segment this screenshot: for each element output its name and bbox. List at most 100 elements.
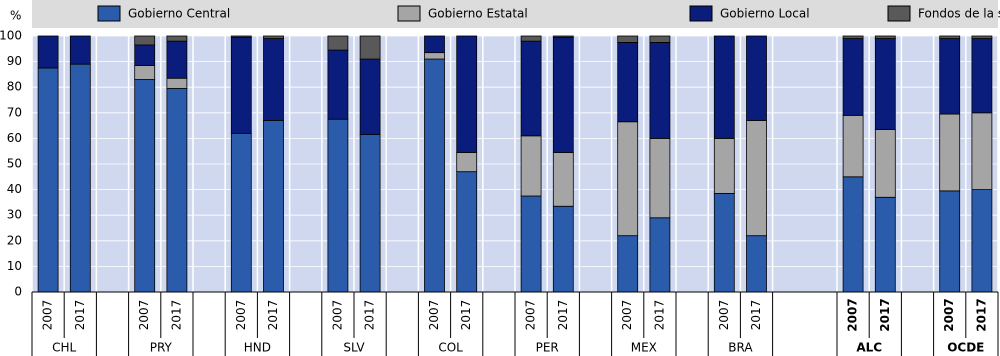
bar-segment <box>134 44 156 66</box>
group-label: PER <box>536 341 559 355</box>
x-tick-label: 2017 <box>974 298 988 331</box>
bar-segment <box>617 235 639 293</box>
bar-segment <box>939 38 961 115</box>
x-tick-label: 2017 <box>556 300 570 331</box>
bar-segment <box>713 35 735 139</box>
bar-segment <box>842 176 864 293</box>
legend-label: Fondos de la seguridad social <box>918 7 1000 21</box>
y-tick-label: 80 <box>7 80 22 94</box>
bar-segment <box>456 171 478 293</box>
bar-segment <box>327 118 349 293</box>
bar-segment <box>37 67 59 293</box>
bar-segment <box>971 38 993 114</box>
bar-segment <box>746 35 767 121</box>
bar-segment <box>166 35 188 42</box>
y-tick-label: 30 <box>7 208 22 222</box>
bar-segment <box>69 63 91 293</box>
x-tick-label: 2017 <box>363 300 377 331</box>
legend-label: Gobierno Local <box>720 7 810 21</box>
y-tick-label: 70 <box>7 105 22 119</box>
legend-swatch <box>97 5 121 22</box>
bar-segment <box>552 36 574 153</box>
y-tick-label: 0 <box>14 285 22 299</box>
x-tick-label: 2017 <box>749 300 763 331</box>
bar-segment <box>939 190 961 293</box>
x-tick-label: 2007 <box>330 300 344 331</box>
bar-segment <box>327 35 349 51</box>
bar-segment <box>617 35 639 43</box>
bar-segment <box>263 38 284 121</box>
x-tick-label: 2017 <box>878 298 892 331</box>
bar-segment <box>230 36 252 134</box>
x-tick-label: 2007 <box>846 298 860 331</box>
bar-segment <box>842 114 864 178</box>
bar-segment <box>939 35 961 39</box>
bar-segment <box>134 79 156 293</box>
bar-segment <box>327 49 349 120</box>
bar-segment <box>617 42 639 123</box>
bar-segment <box>746 120 767 237</box>
y-tick-label: 100 <box>0 29 22 43</box>
bar-segment <box>424 58 445 293</box>
x-tick-label: 2017 <box>73 300 87 331</box>
x-tick-label: 2017 <box>169 300 183 331</box>
bar-segment <box>134 35 156 46</box>
bar-segment <box>971 189 993 293</box>
x-tick-label: 2007 <box>524 300 538 331</box>
legend-swatch <box>689 5 713 22</box>
y-tick-label: 50 <box>7 157 22 171</box>
legend-swatch <box>397 5 421 22</box>
x-tick-label: 2007 <box>620 300 634 331</box>
bar-segment <box>359 35 381 60</box>
bar-segment <box>874 196 896 293</box>
bar-segment <box>424 52 445 60</box>
bar-segment <box>359 134 381 293</box>
bar-segment <box>874 38 896 130</box>
bar-segment <box>520 135 542 197</box>
bar-segment <box>874 35 896 39</box>
bar-segment <box>617 121 639 237</box>
legend-background <box>32 0 998 28</box>
bar-segment <box>263 35 284 39</box>
bar-segment <box>713 137 735 194</box>
group-label: ALC <box>856 341 882 355</box>
bar-segment <box>37 35 59 69</box>
y-tick-label: 10 <box>7 259 22 273</box>
group-label: BRA <box>728 341 753 355</box>
y-tick-label: 60 <box>7 131 22 145</box>
group-label: MEX <box>631 341 657 355</box>
bar-segment <box>842 35 864 39</box>
legend-label: Gobierno Estatal <box>428 7 528 21</box>
bar-segment <box>649 42 671 139</box>
y-tick-label: 20 <box>7 233 22 247</box>
bar-segment <box>230 35 252 38</box>
bar-segment <box>649 217 671 293</box>
x-tick-label: 2007 <box>427 300 441 331</box>
legend-swatch <box>887 5 911 22</box>
bar-segment <box>649 35 671 43</box>
bar-segment <box>359 58 381 135</box>
bar-segment <box>263 120 284 293</box>
bar-segment <box>520 35 542 42</box>
bar-segment <box>424 35 445 54</box>
legend-label: Gobierno Central <box>128 7 230 21</box>
x-tick-label: 2007 <box>234 300 248 331</box>
bar-segment <box>971 35 993 39</box>
bar-segment <box>134 65 156 80</box>
bar-segment <box>520 195 542 293</box>
x-tick-label: 2007 <box>137 300 151 331</box>
x-tick-label: 2007 <box>717 300 731 331</box>
bar-segment <box>552 152 574 207</box>
bar-segment <box>746 235 767 293</box>
bar-segment <box>552 205 574 293</box>
x-tick-label: 2007 <box>942 298 956 331</box>
x-tick-label: 2017 <box>652 300 666 331</box>
x-tick-label: 2017 <box>266 300 280 331</box>
bar-segment <box>874 129 896 198</box>
bar-segment <box>456 35 478 153</box>
bar-segment <box>649 137 671 219</box>
bar-segment <box>456 152 478 173</box>
group-label: OCDE <box>947 341 984 355</box>
bar-segment <box>166 40 188 79</box>
